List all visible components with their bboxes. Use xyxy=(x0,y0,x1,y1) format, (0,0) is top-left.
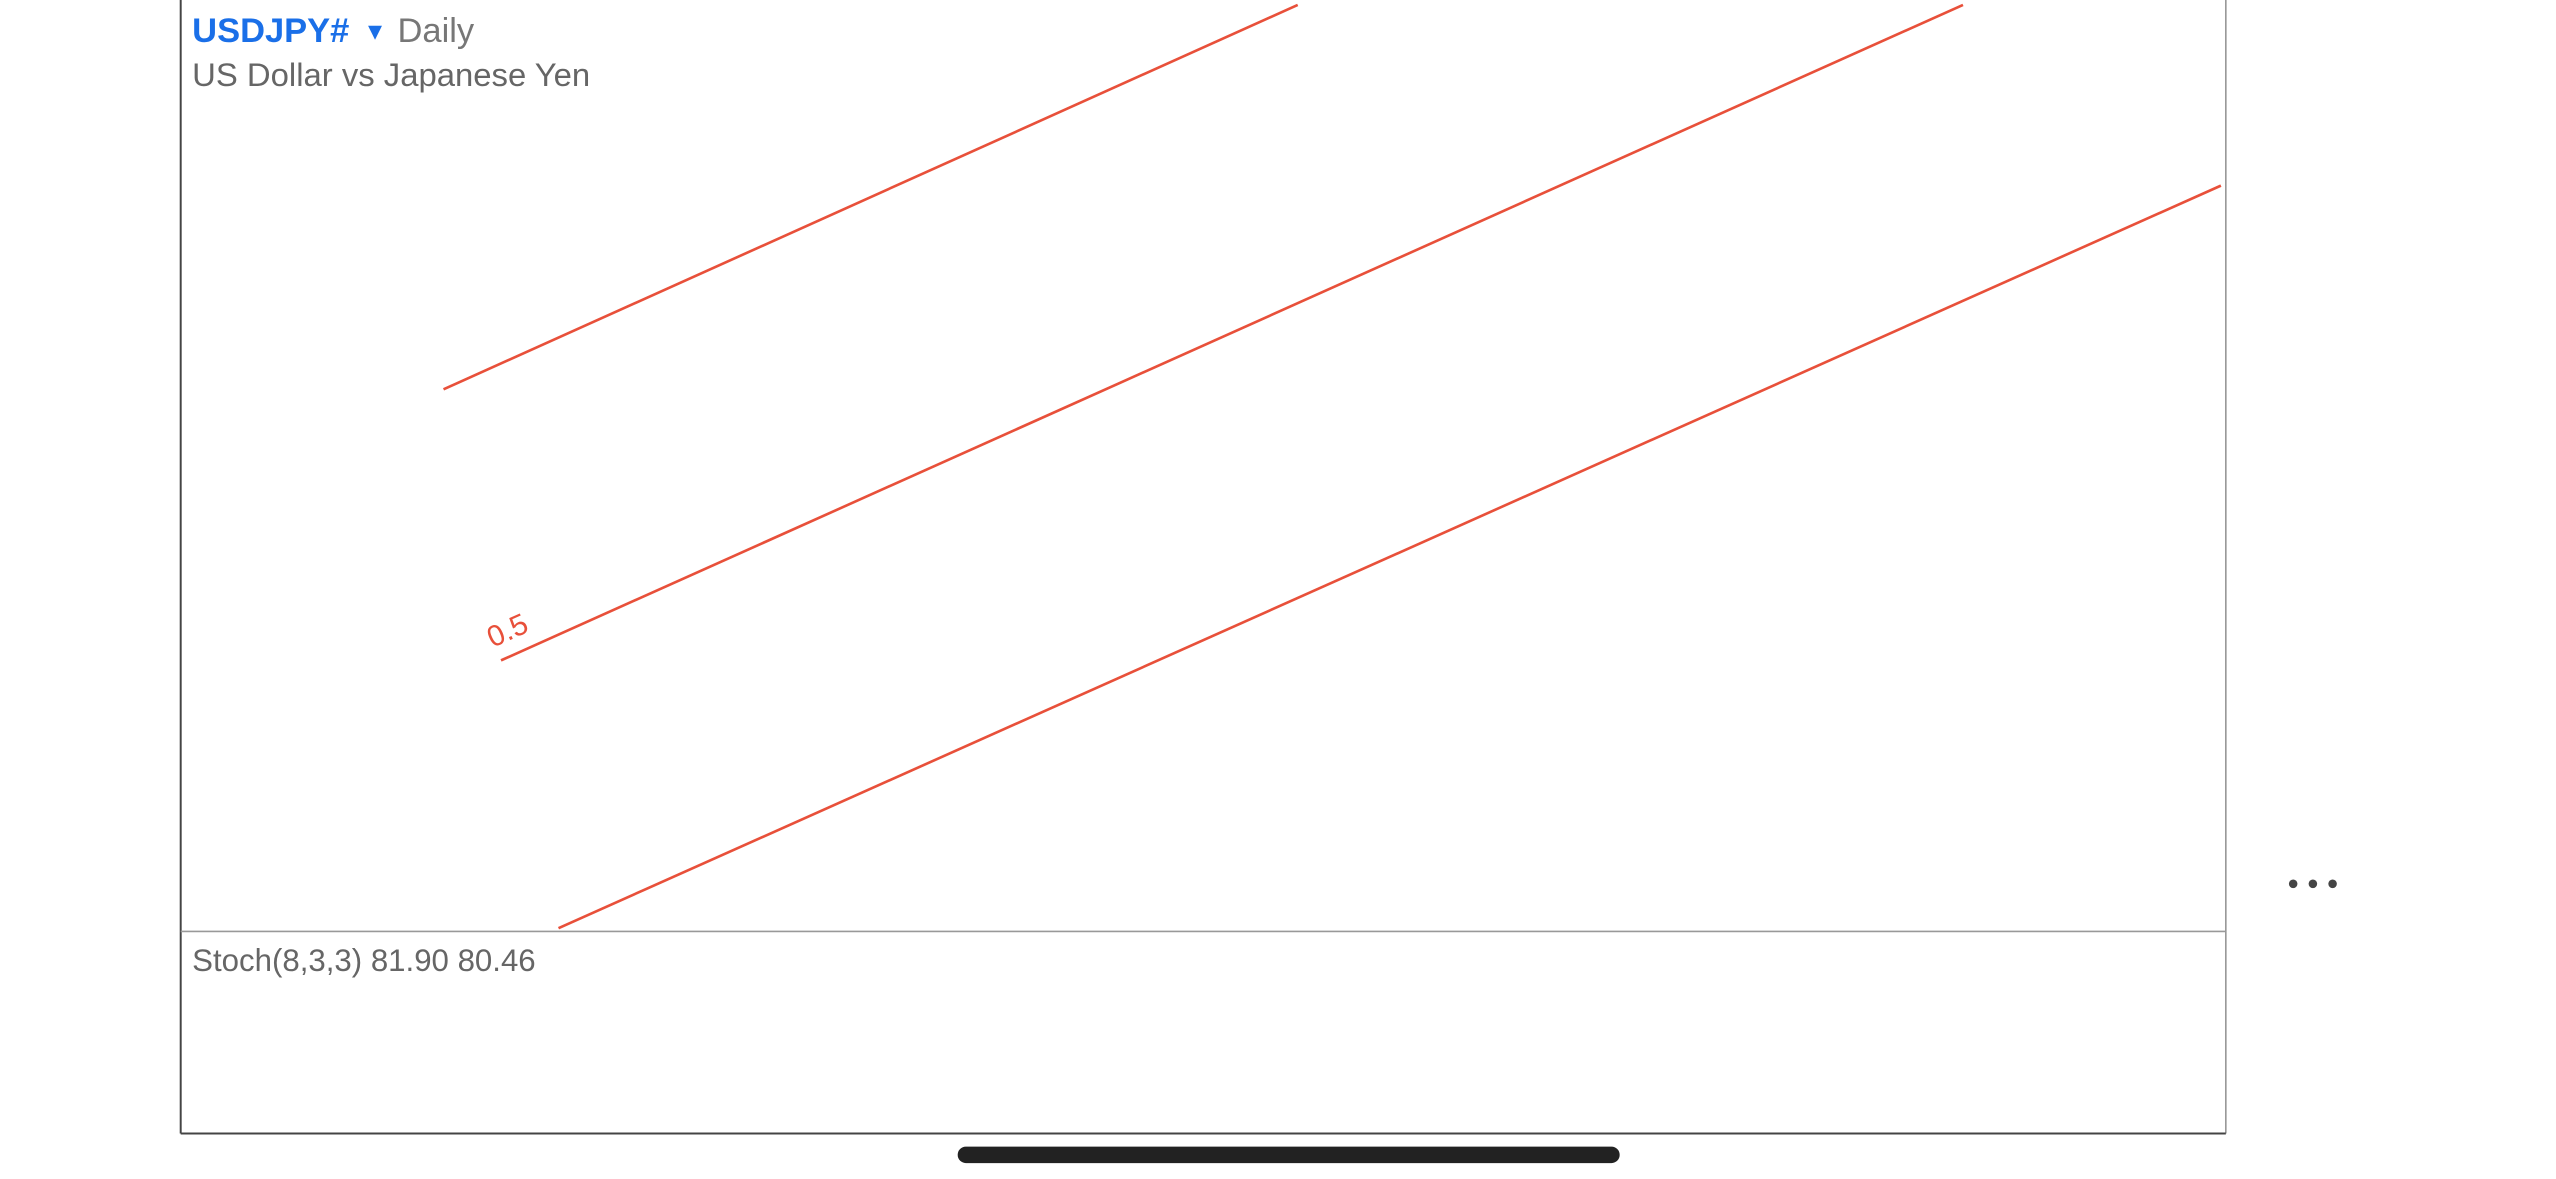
axis-background xyxy=(2227,0,2556,1179)
channel-line xyxy=(442,3,1299,391)
symbol-menu[interactable]: ▾ xyxy=(368,15,382,46)
dot xyxy=(2328,879,2337,889)
channel-line xyxy=(557,184,2222,930)
scrollbar[interactable] xyxy=(957,1146,1620,1164)
dot xyxy=(2308,879,2318,889)
trend-lines xyxy=(442,3,2222,930)
dot xyxy=(2288,879,2298,889)
channel-line xyxy=(500,3,1964,662)
stoch-label: Stoch(8,3,3) 81.90 80.46 xyxy=(192,943,535,978)
subtitle: US Dollar vs Japanese Yen xyxy=(192,56,590,93)
timeframe[interactable]: Daily xyxy=(398,12,475,50)
symbol[interactable]: USDJPY# xyxy=(192,12,349,50)
more-menu[interactable] xyxy=(2288,879,2337,889)
